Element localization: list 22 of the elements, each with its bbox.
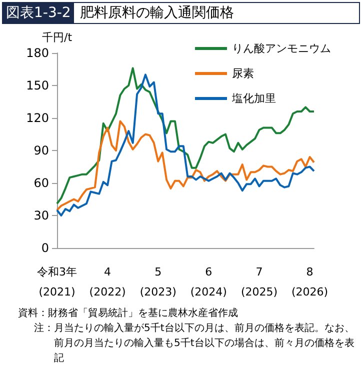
chart-title: 肥料原料の輸入通関価格 (78, 4, 234, 23)
x-tick-label: 7 (2025) (240, 266, 278, 298)
x-tick-label: 6 (2024) (190, 266, 227, 298)
x-tick-label: 8 (2026) (292, 266, 328, 298)
chart-subtitle: 図表1-3-2 (3, 3, 74, 23)
legend-label: りん酸アンモニウム (232, 42, 331, 55)
y-tick-label: 60 (34, 176, 49, 190)
y-tick-label: 0 (41, 241, 49, 255)
x-tick-label: 5 (2023) (140, 266, 176, 298)
y-tick-label: 90 (34, 144, 49, 158)
text: 資料：財務省「貿易統計」を基に農林水産省作成 (18, 306, 239, 321)
legend-label: 尿素 (232, 67, 254, 80)
y-tick-label: 150 (26, 78, 49, 92)
x-tick-label: 令和3年 (2021) (37, 266, 77, 298)
y-axis-title: 千円/t (42, 31, 73, 44)
y-tick-label: 120 (26, 111, 49, 125)
line-series (56, 120, 315, 212)
y-tick-label: 30 (34, 208, 49, 222)
text: 注：月当たりの輸入量が5千t台以下の月は、前月の価格を表記。なお、前月の月当たりの輸入量も5千t台以下の場合は、前々月の価格を表記 (33, 322, 356, 366)
x-tick-label: 4 (2022) (89, 266, 126, 298)
legend-label: 塩化加里 (231, 92, 276, 105)
y-tick-label: 180 (26, 46, 49, 60)
